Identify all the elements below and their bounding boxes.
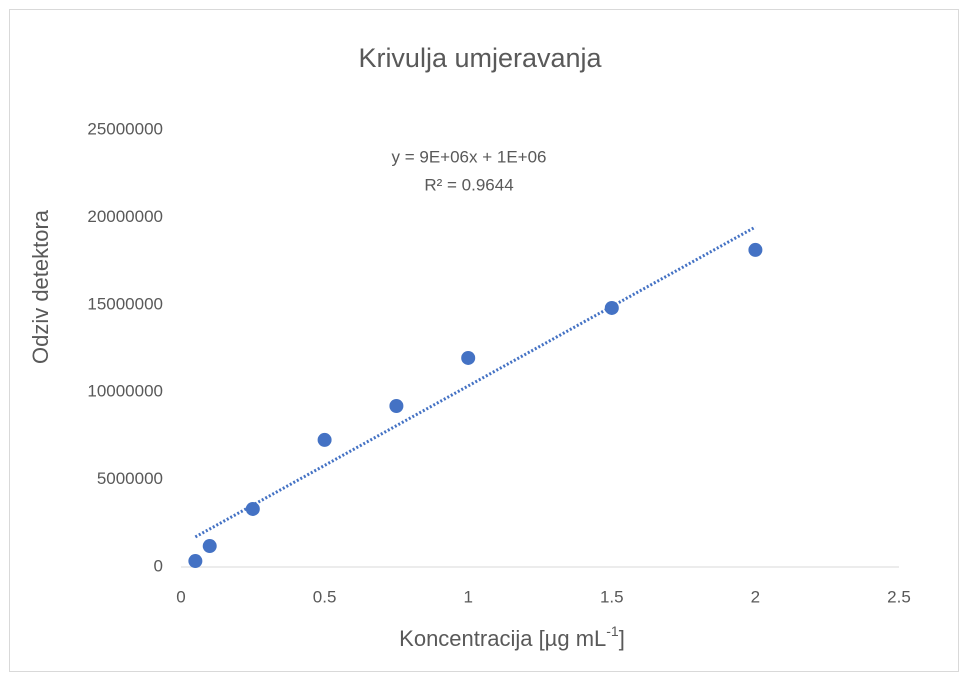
y-tick-label: 10000000 xyxy=(87,382,163,401)
x-tick-label: 2.5 xyxy=(887,587,911,606)
x-tick-label: 0 xyxy=(176,587,185,606)
y-tick-label: 20000000 xyxy=(87,207,163,226)
point xyxy=(389,399,404,414)
point xyxy=(748,242,763,257)
x-axis-title-text: Koncentracija [µg mL xyxy=(399,626,606,651)
point xyxy=(461,350,476,365)
chart-frame xyxy=(9,9,959,672)
chart-title: Krivulja umjeravanja xyxy=(358,43,602,73)
point xyxy=(202,539,217,554)
x-tick-label: 0.5 xyxy=(313,587,337,606)
trendline xyxy=(194,225,757,539)
point xyxy=(317,432,332,447)
y-tick-label: 25000000 xyxy=(87,119,163,138)
trendline-r2: R² = 0.9644 xyxy=(424,175,513,194)
x-axis-title: Koncentracija [µg mL-1] xyxy=(399,623,625,651)
y-tick-label: 15000000 xyxy=(87,294,163,313)
y-axis-title: Odziv detektora xyxy=(28,209,53,364)
trendline-equation: y = 9E+06x + 1E+06 xyxy=(391,147,546,166)
x-tick-label: 2 xyxy=(751,587,760,606)
x-tick-label: 1 xyxy=(463,587,472,606)
x-axis-title-end: ] xyxy=(619,626,625,651)
y-tick-label: 0 xyxy=(154,556,163,575)
x-tick-label: 1.5 xyxy=(600,587,624,606)
point xyxy=(604,300,619,315)
point xyxy=(188,554,203,569)
point xyxy=(245,501,260,516)
y-tick-label: 5000000 xyxy=(97,469,163,488)
x-axis-title-sup: -1 xyxy=(606,623,619,639)
